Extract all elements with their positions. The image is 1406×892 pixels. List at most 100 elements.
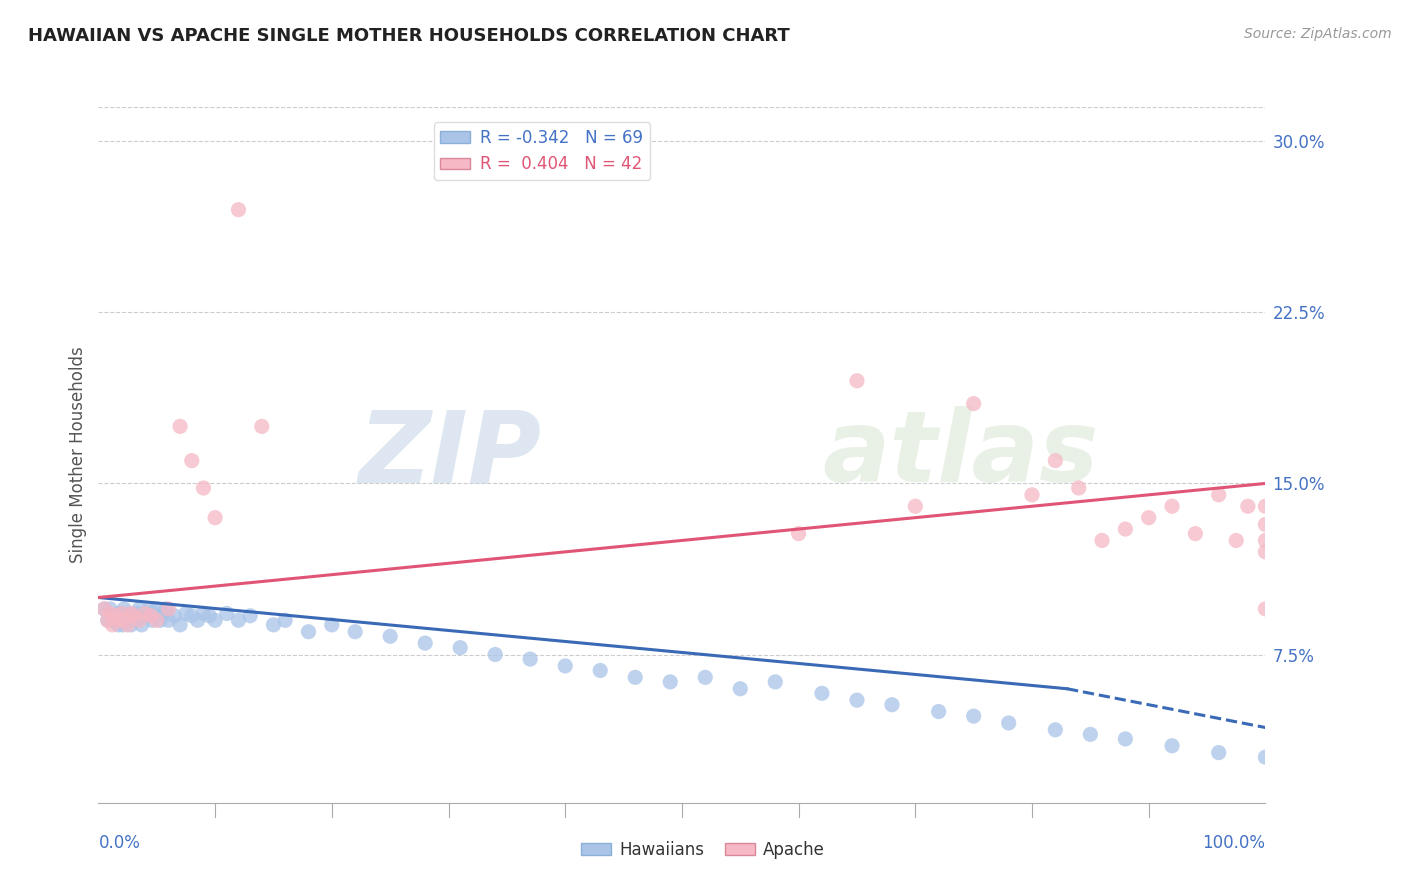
Point <box>112 613 135 627</box>
Point <box>93 602 115 616</box>
Point <box>107 618 129 632</box>
Point <box>157 613 180 627</box>
Point <box>111 613 134 627</box>
Point <box>880 698 903 712</box>
Point <box>1161 500 1184 514</box>
Point <box>157 602 180 616</box>
Point <box>122 608 145 623</box>
Point <box>146 602 169 616</box>
Point <box>97 613 120 627</box>
Point <box>169 419 191 434</box>
Point <box>204 510 226 524</box>
Point <box>1254 602 1277 616</box>
Point <box>180 453 202 467</box>
Point <box>125 607 148 621</box>
Point <box>128 602 150 616</box>
Point <box>93 602 115 616</box>
Point <box>484 648 506 662</box>
Point <box>1225 533 1247 548</box>
Point <box>344 624 367 639</box>
Point <box>104 608 127 623</box>
Point <box>149 613 172 627</box>
Point <box>413 636 436 650</box>
Point <box>111 618 134 632</box>
Point <box>111 607 134 621</box>
Point <box>554 659 576 673</box>
Point <box>180 608 202 623</box>
Point <box>163 608 186 623</box>
Point <box>449 640 471 655</box>
Point <box>187 613 209 627</box>
Text: Source: ZipAtlas.com: Source: ZipAtlas.com <box>1244 27 1392 41</box>
Point <box>204 613 226 627</box>
Point <box>117 618 139 632</box>
Point <box>1080 727 1102 741</box>
Point <box>1237 500 1260 514</box>
Point <box>146 613 169 627</box>
Point <box>112 602 135 616</box>
Point <box>262 618 284 632</box>
Point <box>763 674 786 689</box>
Point <box>131 618 153 632</box>
Point <box>108 607 131 621</box>
Point <box>1021 488 1043 502</box>
Point <box>997 715 1019 730</box>
Point <box>193 607 215 621</box>
Legend: Hawaiians, Apache: Hawaiians, Apache <box>575 835 831 866</box>
Point <box>139 608 162 623</box>
Point <box>321 618 343 632</box>
Point <box>134 608 156 623</box>
Point <box>215 607 238 621</box>
Point <box>134 607 156 621</box>
Point <box>1137 510 1160 524</box>
Point <box>730 681 752 696</box>
Point <box>904 500 927 514</box>
Text: 100.0%: 100.0% <box>1202 834 1265 852</box>
Point <box>1254 545 1277 559</box>
Point <box>114 608 136 623</box>
Point <box>228 202 250 217</box>
Point <box>519 652 541 666</box>
Point <box>101 613 124 627</box>
Point <box>1045 723 1067 737</box>
Point <box>787 526 810 541</box>
Point <box>141 613 163 627</box>
Point <box>128 613 150 627</box>
Point <box>239 608 262 623</box>
Point <box>139 602 162 616</box>
Point <box>193 481 215 495</box>
Point <box>1091 533 1114 548</box>
Point <box>1208 488 1230 502</box>
Point <box>928 705 950 719</box>
Point <box>845 693 868 707</box>
Point <box>1114 522 1136 536</box>
Point <box>1114 731 1136 746</box>
Point <box>962 396 984 410</box>
Point <box>104 608 127 623</box>
Text: HAWAIIAN VS APACHE SINGLE MOTHER HOUSEHOLDS CORRELATION CHART: HAWAIIAN VS APACHE SINGLE MOTHER HOUSEHO… <box>28 27 790 45</box>
Point <box>228 613 250 627</box>
Point <box>1184 526 1206 541</box>
Point <box>169 618 191 632</box>
Point <box>624 670 647 684</box>
Point <box>97 613 120 627</box>
Text: ZIP: ZIP <box>359 407 541 503</box>
Point <box>117 613 139 627</box>
Point <box>845 374 868 388</box>
Point <box>136 607 159 621</box>
Point <box>250 419 273 434</box>
Legend: R = -0.342   N = 69, R =  0.404   N = 42: R = -0.342 N = 69, R = 0.404 N = 42 <box>433 122 650 180</box>
Point <box>107 613 129 627</box>
Text: 0.0%: 0.0% <box>98 834 141 852</box>
Point <box>659 674 682 689</box>
Point <box>122 608 145 623</box>
Point <box>120 607 142 621</box>
Point <box>589 664 612 678</box>
Point <box>98 602 121 616</box>
Point <box>274 613 297 627</box>
Point <box>198 608 221 623</box>
Point <box>378 629 402 643</box>
Point <box>1254 533 1277 548</box>
Point <box>98 607 121 621</box>
Point <box>143 608 166 623</box>
